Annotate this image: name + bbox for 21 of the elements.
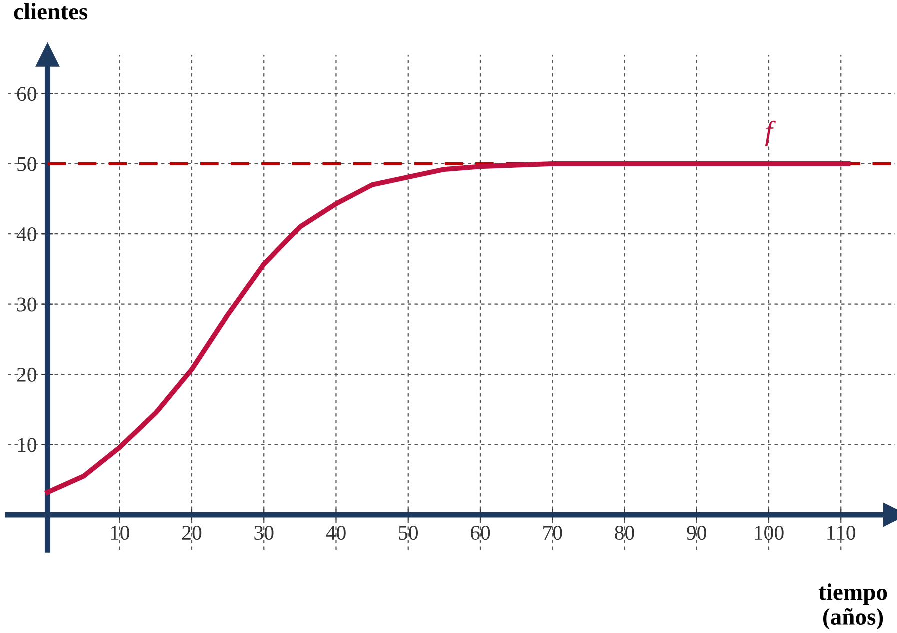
x-tick-label: 60 <box>470 526 490 540</box>
x-tick-label: 20 <box>182 526 202 540</box>
x-tick-label: 100 <box>755 526 784 540</box>
y-tick-label: 30 <box>17 298 37 312</box>
x-tick-label: 90 <box>687 526 706 540</box>
y-tick-label: 40 <box>16 227 37 242</box>
y-axis-title: clientes <box>14 3 88 20</box>
y-tick-label: 50 <box>18 157 37 172</box>
x-tick-label: 30 <box>254 526 274 540</box>
y-tick-label: 60 <box>17 87 37 102</box>
x-tick-label: 70 <box>544 526 562 540</box>
x-tick-label: 10 <box>111 526 130 540</box>
x-tick-label: 40 <box>326 526 346 540</box>
x-tick-label: 110 <box>828 526 856 540</box>
series-label: f <box>765 120 776 146</box>
y-tick-label: 20 <box>17 368 37 382</box>
x-tick-label: 50 <box>399 526 418 540</box>
x-tick-label: 80 <box>615 526 634 540</box>
x-axis-title: tiempo (años) <box>818 584 888 630</box>
y-tick-label: 10 <box>18 438 37 452</box>
line-series <box>45 161 851 495</box>
